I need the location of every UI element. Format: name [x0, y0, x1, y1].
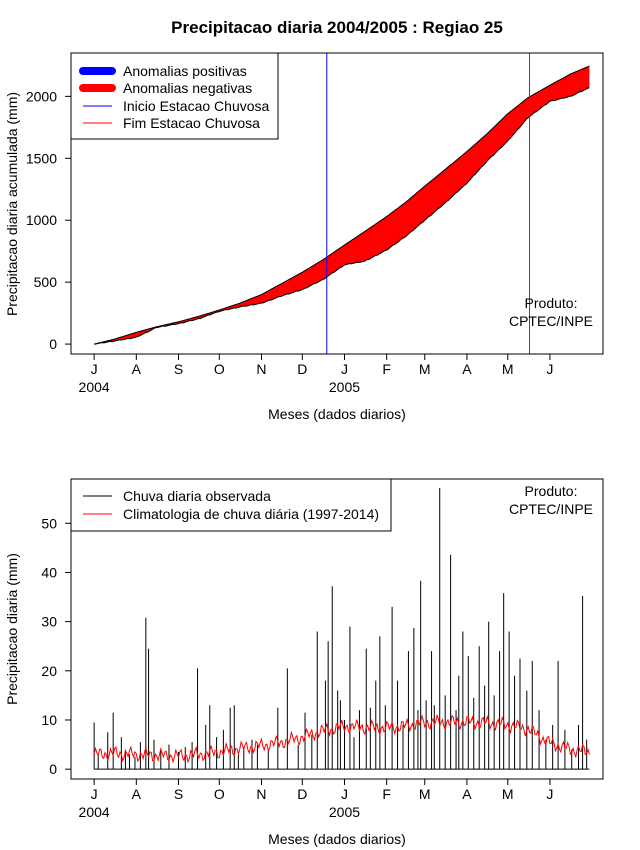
cumulative-x-tick-label: D: [297, 361, 307, 377]
daily-y-tick-label: 20: [41, 663, 57, 679]
cumulative-y-tick-label: 0: [49, 336, 57, 352]
cumulative-y-axis: 0 500 1000 1500 2000: [26, 88, 71, 352]
daily-year-label: 2004: [79, 804, 110, 820]
cumulative-credit-line1: Produto:: [525, 295, 578, 311]
cumulative-x-tick-label: J: [341, 361, 348, 377]
cumulative-x-tick-label: M: [502, 361, 514, 377]
cumulative-x-tick-label: J: [546, 361, 553, 377]
cumulative-y-tick-label: 2000: [26, 88, 57, 104]
cumulative-x-tick-label: J: [91, 361, 98, 377]
cumulative-x-tick-label: O: [214, 361, 225, 377]
chart-title: Precipitacao diaria 2004/2005 : Regiao 2…: [171, 18, 503, 37]
cumulative-x-tick-label: M: [419, 361, 431, 377]
daily-x-label: Meses (dados diarios): [268, 831, 406, 847]
daily-chart: J A S O N D J F M A M J 2004 2005 0 10 20 30 40 50 Precipi…: [4, 478, 604, 847]
daily-credit-line1: Produto:: [525, 483, 578, 499]
daily-y-tick-label: 40: [41, 564, 57, 580]
daily-x-tick-label: A: [132, 786, 142, 802]
cumulative-area-layer: [94, 66, 590, 345]
legend-label-end: Fim Estacao Chuvosa: [123, 115, 260, 131]
cumulative-x-tick-label: F: [382, 361, 391, 377]
cumulative-legend: Anomalias positivas Anomalias negativas …: [70, 52, 279, 140]
cumulative-x-tick-label: N: [256, 361, 266, 377]
daily-x-tick-label: F: [382, 786, 391, 802]
legend-label-start: Inicio Estacao Chuvosa: [123, 98, 270, 114]
daily-y-tick-label: 50: [41, 515, 57, 531]
daily-legend: Chuva diaria observada Climatologia de c…: [70, 478, 392, 532]
legend-label-observed: Chuva diaria observada: [123, 488, 271, 504]
cumulative-y-tick-label: 1000: [26, 212, 57, 228]
daily-x-tick-label: J: [91, 786, 98, 802]
daily-x-tick-label: J: [546, 786, 553, 802]
cumulative-x-tick-label: A: [462, 361, 472, 377]
daily-credit-line2: CPTEC/INPE: [509, 501, 593, 517]
daily-year-label: 2005: [329, 804, 360, 820]
cumulative-chart: J A S O N D J F M A M J 2004 2005 0 500 1000 1500 2000 Pr…: [4, 52, 604, 422]
daily-climatology-layer: [93, 713, 590, 764]
daily-x-tick-label: S: [174, 786, 183, 802]
cumulative-x-tick-label: S: [174, 361, 183, 377]
daily-climatology-line: [93, 713, 590, 764]
daily-y-tick-label: 30: [41, 614, 57, 630]
cumulative-year-label: 2004: [79, 379, 110, 395]
legend-label-negative: Anomalias negativas: [123, 80, 252, 96]
daily-y-label: Precipitacao diaria (mm): [4, 553, 20, 705]
daily-y-tick-label: 10: [41, 712, 57, 728]
daily-bars-layer: [93, 487, 590, 770]
cumulative-year-label: 2005: [329, 379, 360, 395]
daily-y-axis: 0 10 20 30 40 50: [41, 515, 71, 777]
cumulative-y-tick-label: 1500: [26, 150, 57, 166]
daily-y-tick-label: 0: [49, 761, 57, 777]
negative-anomaly-area: [94, 66, 590, 345]
daily-x-tick-label: M: [419, 786, 431, 802]
daily-legend-box: [70, 478, 392, 532]
cumulative-y-label: Precipitacao diaria acumulada (mm): [4, 92, 20, 316]
legend-label-positive: Anomalias positivas: [123, 63, 247, 79]
daily-x-tick-label: N: [256, 786, 266, 802]
cumulative-plot-frame: [70, 52, 604, 355]
daily-x-tick-label: M: [502, 786, 514, 802]
daily-x-tick-label: D: [297, 786, 307, 802]
cumulative-x-axis: J A S O N D J F M A M J 2004 2005: [79, 354, 553, 395]
cumulative-y-tick-label: 500: [34, 274, 58, 290]
climatology-cumulative-line: [94, 65, 590, 345]
cumulative-lines-layer: [94, 65, 590, 345]
cumulative-x-label: Meses (dados diarios): [268, 406, 406, 422]
cumulative-credit-line2: CPTEC/INPE: [509, 313, 593, 329]
daily-x-tick-label: J: [341, 786, 348, 802]
cumulative-x-tick-label: A: [132, 361, 142, 377]
daily-x-tick-label: A: [462, 786, 472, 802]
daily-x-axis: J A S O N D J F M A M J 2004 2005: [79, 779, 553, 820]
observed-cumulative-line: [94, 87, 590, 345]
daily-x-tick-label: O: [214, 786, 225, 802]
legend-label-climatology: Climatologia de chuva diária (1997-2014): [123, 506, 379, 522]
